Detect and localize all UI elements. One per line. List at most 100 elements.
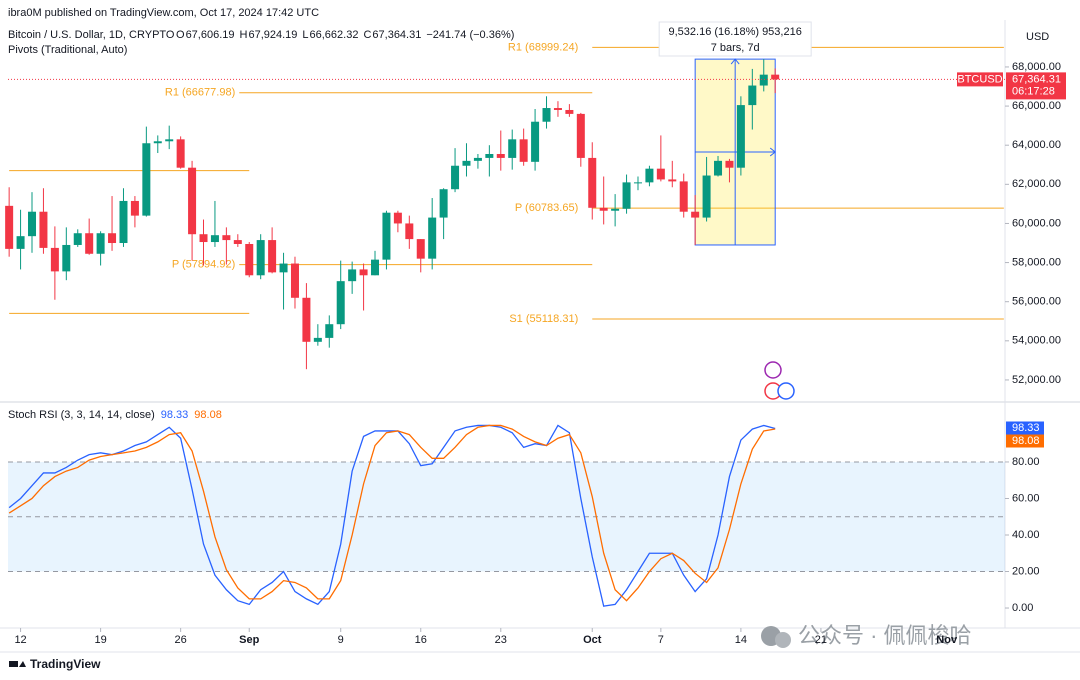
candle-body bbox=[473, 157, 482, 161]
candle-body bbox=[222, 235, 231, 241]
candle bbox=[759, 59, 768, 92]
candle-body bbox=[73, 233, 82, 245]
candle bbox=[222, 227, 231, 265]
candle bbox=[325, 315, 334, 348]
candle bbox=[462, 143, 471, 177]
value-badge bbox=[1006, 421, 1044, 435]
value-badge-text: 98.33 bbox=[1012, 422, 1040, 434]
last-price: 67,364.31 bbox=[1012, 73, 1061, 85]
candle-body bbox=[759, 74, 768, 86]
candle bbox=[313, 324, 322, 346]
candle bbox=[531, 109, 540, 171]
ohlc-change: −241.74 (−0.36%) bbox=[426, 29, 514, 41]
y-tick-label: 54,000.00 bbox=[1012, 335, 1061, 347]
candle bbox=[725, 158, 734, 183]
pivot-label: R1 (68999.24) bbox=[508, 41, 578, 53]
candle bbox=[233, 234, 242, 247]
candle-body bbox=[359, 269, 368, 276]
ohlc-key: H bbox=[240, 29, 248, 41]
candle-body bbox=[519, 139, 528, 162]
candle bbox=[702, 156, 711, 222]
candle bbox=[553, 101, 562, 117]
candle bbox=[176, 136, 185, 169]
candle-body bbox=[416, 239, 425, 259]
candle-body bbox=[313, 337, 322, 342]
candle bbox=[542, 96, 551, 129]
candle bbox=[302, 283, 311, 370]
measure-arrowhead bbox=[769, 147, 776, 157]
y-tick-label: 64,000.00 bbox=[1012, 139, 1061, 151]
candle bbox=[16, 209, 25, 270]
candle-body bbox=[771, 74, 780, 80]
x-tick-label: 14 bbox=[735, 634, 747, 646]
candle bbox=[165, 125, 174, 150]
candle-body bbox=[736, 105, 745, 168]
watermark: 公众号 · 佩佩梭哈 bbox=[798, 623, 972, 648]
ohlc-value: 67,924.19 bbox=[248, 29, 297, 41]
y-tick-label: 0.00 bbox=[1012, 602, 1033, 614]
x-tick-label: 7 bbox=[658, 634, 664, 646]
candle bbox=[451, 148, 460, 193]
candle-body bbox=[336, 281, 345, 325]
candle bbox=[622, 174, 631, 214]
candle bbox=[599, 176, 608, 225]
candle bbox=[473, 154, 482, 169]
candle bbox=[405, 215, 414, 249]
candle-body bbox=[199, 234, 208, 243]
ohlc-value: 67,364.31 bbox=[372, 29, 421, 41]
symbol: BTCUSD bbox=[957, 73, 1002, 85]
x-tick-label: 26 bbox=[175, 634, 187, 646]
candle-body bbox=[96, 233, 105, 254]
footer: TradingView bbox=[30, 657, 101, 671]
candle-body bbox=[256, 240, 265, 276]
candle-body bbox=[668, 179, 677, 182]
ohlc-key: L bbox=[302, 29, 308, 41]
currency: USD bbox=[1026, 31, 1049, 43]
candle-body bbox=[176, 139, 185, 168]
candle-body bbox=[622, 182, 631, 209]
candle-body bbox=[645, 168, 654, 183]
y-tick-label: 66,000.00 bbox=[1012, 100, 1061, 112]
candle-body bbox=[691, 211, 700, 218]
candle bbox=[85, 218, 94, 255]
candle-body bbox=[714, 160, 723, 176]
candle bbox=[210, 200, 219, 247]
ohlc-value: 67,606.19 bbox=[186, 29, 235, 41]
x-tick-label: Oct bbox=[583, 634, 602, 646]
candle-body bbox=[393, 212, 402, 224]
candle-body bbox=[210, 235, 219, 243]
candle-body bbox=[428, 217, 437, 259]
candle bbox=[508, 129, 517, 170]
candle-body bbox=[39, 211, 48, 248]
candle-body bbox=[233, 240, 242, 244]
y-tick-label: 40.00 bbox=[1012, 529, 1040, 541]
candle bbox=[576, 112, 585, 167]
candle bbox=[119, 188, 128, 247]
candle bbox=[519, 128, 528, 166]
candle bbox=[153, 135, 162, 154]
candle-body bbox=[108, 233, 117, 244]
measure-label-box bbox=[658, 21, 812, 57]
candle bbox=[348, 261, 357, 294]
candle-body bbox=[245, 243, 254, 276]
x-tick-label: 21 bbox=[815, 634, 827, 646]
candle bbox=[714, 155, 723, 177]
y-tick-label: 56,000.00 bbox=[1012, 296, 1061, 308]
candle-body bbox=[16, 236, 25, 249]
event-icons bbox=[764, 361, 795, 400]
candle-body bbox=[371, 259, 380, 276]
y-tick-label: 60.00 bbox=[1012, 492, 1040, 504]
ohlc-key: C bbox=[363, 29, 371, 41]
last-price-badge bbox=[1006, 72, 1066, 100]
candle-body bbox=[508, 139, 517, 158]
candle bbox=[645, 165, 654, 187]
candle bbox=[39, 188, 48, 254]
value-badge-text: 98.08 bbox=[1012, 435, 1040, 447]
candle-body bbox=[611, 208, 620, 211]
candle-body bbox=[542, 108, 551, 122]
candle-body bbox=[325, 324, 334, 338]
candle bbox=[485, 145, 494, 177]
candle bbox=[188, 160, 197, 261]
stoch-line bbox=[8, 424, 776, 607]
measure-bars: 7 bars, 7d bbox=[711, 42, 760, 54]
